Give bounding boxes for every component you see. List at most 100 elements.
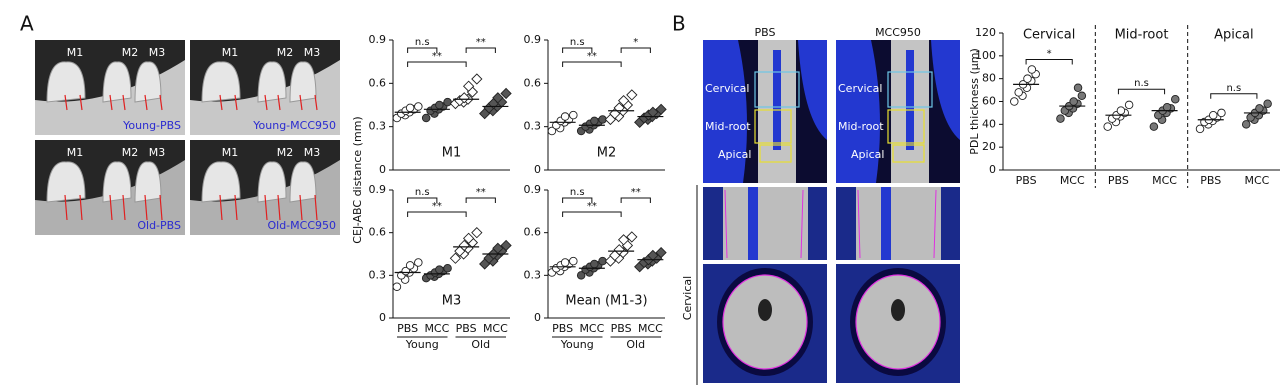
cej-abc-line xyxy=(264,94,268,111)
group-label: Old xyxy=(471,338,490,351)
y-tick-label: 0.6 xyxy=(369,226,387,239)
cej-abc-line xyxy=(219,194,223,221)
data-point xyxy=(590,116,599,126)
y-tick-label: 0 xyxy=(534,311,541,324)
region-box xyxy=(759,144,792,163)
data-point xyxy=(1073,83,1083,93)
cej-abc-line xyxy=(314,194,318,221)
data-point xyxy=(462,80,475,92)
pdl-outline xyxy=(855,274,941,370)
region-box xyxy=(892,144,925,163)
significance-bracket xyxy=(562,211,622,217)
data-point xyxy=(613,244,625,256)
significance-label: n.s xyxy=(415,187,430,198)
data-point xyxy=(569,256,578,266)
chart-title: M3 xyxy=(442,294,462,309)
cej-abc-line xyxy=(159,194,163,221)
y-tick-label: 0.3 xyxy=(369,120,387,133)
significance-bracket xyxy=(465,197,496,203)
y-tick-label: 40 xyxy=(982,117,996,130)
tooth-label: M1 xyxy=(222,146,239,159)
data-point xyxy=(492,92,504,104)
tooth-label: M3 xyxy=(149,146,166,159)
cej-abc-line xyxy=(144,94,148,111)
facet-title: Mid-root xyxy=(1115,28,1169,43)
significance-bracket xyxy=(407,211,467,217)
tooth xyxy=(134,161,162,203)
blue-tissue xyxy=(836,40,880,183)
region-box xyxy=(754,71,800,108)
pdl-outline xyxy=(933,189,937,259)
significance-label: ** xyxy=(476,37,486,48)
tooth xyxy=(289,161,317,203)
data-point xyxy=(647,249,659,262)
significance-bracket xyxy=(562,61,622,67)
canal xyxy=(758,299,772,321)
tooth xyxy=(134,61,162,103)
significance-label: * xyxy=(633,37,638,48)
y-tick-label: 0 xyxy=(534,163,541,176)
data-point xyxy=(458,92,470,104)
significance-bracket xyxy=(620,197,651,203)
cej-abc-line xyxy=(64,94,68,111)
significance-bracket xyxy=(1210,93,1258,99)
x-tick-label: PBS xyxy=(456,322,477,335)
data-point xyxy=(1208,110,1218,120)
root xyxy=(856,187,941,260)
facet-title: Apical xyxy=(1214,28,1253,43)
root xyxy=(723,187,808,260)
data-point xyxy=(471,73,483,85)
region-label: Cervical xyxy=(705,82,749,95)
data-point xyxy=(449,252,462,264)
cej-abc-line xyxy=(277,194,281,221)
tooth xyxy=(289,61,317,103)
region-label: Mid-root xyxy=(705,120,751,133)
y-tick-label: 60 xyxy=(982,95,996,108)
data-point xyxy=(435,265,444,274)
data-point xyxy=(569,110,578,120)
data-point xyxy=(1056,114,1065,123)
significance-label: n.s xyxy=(1226,83,1241,94)
y-tick-label: 0.9 xyxy=(524,33,542,46)
significance-label: ** xyxy=(476,187,486,198)
tooth-label: M2 xyxy=(122,146,139,159)
significance-bracket xyxy=(465,47,496,53)
data-point xyxy=(1195,124,1205,134)
cej-abc-line xyxy=(219,94,223,111)
tooth-label: M3 xyxy=(304,46,321,59)
data-point xyxy=(617,95,630,107)
data-point xyxy=(1014,88,1023,97)
data-point xyxy=(1103,122,1112,131)
cej-abc-line xyxy=(122,194,126,221)
data-point xyxy=(560,112,570,121)
data-point xyxy=(655,103,667,115)
data-point xyxy=(443,263,452,273)
x-tick-label: PBS xyxy=(1016,174,1037,187)
data-point xyxy=(590,259,599,269)
significance-label: ** xyxy=(631,187,641,198)
group-label: Old xyxy=(626,338,645,351)
data-point xyxy=(405,261,415,270)
significance-label: ** xyxy=(432,201,442,212)
facet-title: Cervical xyxy=(1023,28,1075,43)
data-point xyxy=(414,102,423,111)
region-label: Apical xyxy=(718,148,751,161)
y-tick-label: 0.6 xyxy=(369,76,387,89)
data-point xyxy=(405,103,415,113)
tooth-label: M1 xyxy=(67,146,84,159)
x-tick-label: PBS xyxy=(397,322,418,335)
data-point xyxy=(458,239,470,252)
pdl-outline xyxy=(800,189,804,259)
data-point xyxy=(560,258,570,267)
cej-abc-line xyxy=(144,194,148,221)
data-point xyxy=(617,234,630,246)
region-label: Apical xyxy=(851,148,884,161)
canal xyxy=(881,187,891,260)
tooth-label: M2 xyxy=(277,146,294,159)
y-tick-label: 0.6 xyxy=(524,76,542,89)
cej-abc-line xyxy=(109,94,113,111)
region-label: Cervical xyxy=(838,82,882,95)
region-label: Mid-root xyxy=(838,120,884,133)
x-tick-label: PBS xyxy=(552,322,573,335)
y-axis-label: CEJ-ABC distance (mm) xyxy=(351,116,364,243)
